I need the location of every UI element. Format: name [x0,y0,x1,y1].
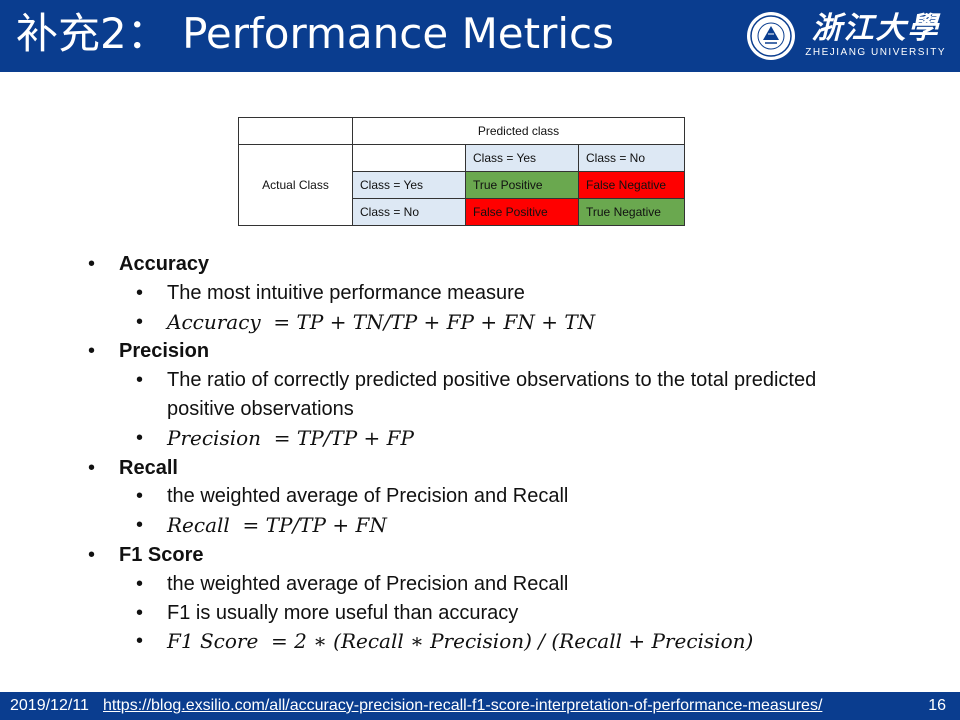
bullet-icon: • [88,253,96,275]
bullet-icon: • [136,369,144,392]
table-row: Class = No False Positive True Negative [239,198,685,226]
list-item: • Precision = TP/TP + FP [88,424,948,454]
list-item: • Precision [88,337,948,366]
recall-formula: Recall = TP/TP + FN [167,513,387,538]
accuracy-description: The most intuitive performance measure [167,281,525,304]
slide-title: 补充2： Performance Metrics [16,9,615,58]
accuracy-formula: Accuracy = TP + TN/TP + FP + FN + TN [167,309,596,334]
title-bar: 补充2： Performance Metrics 浙江大學 ZHEJIANG U… [0,0,960,72]
list-item: • the weighted average of Precision and R… [88,482,948,511]
source-link[interactable]: https://blog.exsilio.com/all/accuracy-pr… [103,697,823,714]
bullet-icon: • [136,281,144,304]
table-cell-empty [238,117,353,145]
f1-note: F1 is usually more useful than accuracy [167,601,519,624]
footer-date: 2019/12/11 [10,697,89,714]
list-item: • the weighted average of Precision and R… [88,570,948,599]
recall-heading: Recall [119,456,178,479]
bullet-icon: • [136,310,144,333]
precision-description: The ratio of correctly predicted positiv… [167,369,817,420]
list-item: • F1 is usually more useful than accuracy [88,599,948,628]
logo-english-name: ZHEJIANG UNIVERSITY [805,47,946,58]
university-seal-icon [747,12,796,60]
cell-false-positive: False Positive [465,198,579,226]
col-header-no: Class = No [578,144,685,172]
f1-heading: F1 Score [119,543,204,566]
predicted-class-header: Predicted class [352,117,685,145]
list-item: • Recall = TP/TP + FN [88,511,948,541]
table-row: Class = Yes True Positive False Negative [239,171,685,199]
f1-description: the weighted average of Precision and Re… [167,572,569,595]
table-row: Predicted class [238,117,685,145]
bullet-icon: • [136,572,144,595]
bullet-icon: • [136,485,144,508]
metrics-list: • Accuracy • The most intuitive performanc… [88,250,948,657]
actual-class-header: Actual Class [238,144,353,226]
cell-true-negative: True Negative [578,198,685,226]
precision-formula: Precision = TP/TP + FP [167,425,415,450]
cell-true-positive: True Positive [465,171,579,199]
bullet-icon: • [136,630,144,653]
bullet-icon: • [136,514,144,537]
list-item: • Accuracy [88,250,948,279]
list-item: • Recall [88,454,948,483]
list-item: • The ratio of correctly predicted positi… [88,366,827,424]
list-item: • The most intuitive performance measure [88,279,948,308]
page-number: 16 [928,697,946,714]
bullet-icon: • [88,543,96,566]
bullet-icon: • [88,456,96,479]
logo-chinese-name: 浙江大學 [811,11,940,46]
footer-bar: 2019/12/11 https://blog.exsilio.com/all/… [0,692,960,720]
bullet-icon: • [88,340,96,363]
row-header-yes: Class = Yes [352,171,466,199]
list-item: • F1 Score [88,541,948,570]
list-item: • F1 Score = 2 ∗ (Recall ∗ Precision) / (… [88,627,948,657]
row-header-no: Class = No [352,198,466,226]
university-logo: 浙江大學 ZHEJIANG UNIVERSITY [745,6,946,66]
recall-description: the weighted average of Precision and Re… [167,485,569,508]
table-row: Actual Class Class = Yes Class = No [238,144,685,226]
accuracy-heading: Accuracy [119,253,210,275]
confusion-matrix-table: Predicted class Actual Class Class = Yes… [238,117,685,226]
table-cell-empty [352,144,466,172]
bullet-icon: • [136,601,144,624]
f1-formula: F1 Score = 2 ∗ (Recall ∗ Precision) / (R… [167,629,754,654]
bullet-icon: • [136,426,144,449]
list-item: • Accuracy = TP + TN/TP + FP + FN + TN [88,308,948,338]
col-header-yes: Class = Yes [465,144,579,172]
precision-heading: Precision [119,340,210,363]
cell-false-negative: False Negative [578,171,685,199]
